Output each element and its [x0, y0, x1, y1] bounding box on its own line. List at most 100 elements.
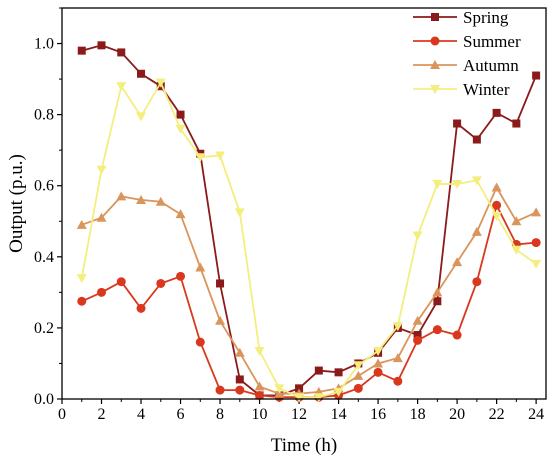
- y-tick-label: 0.4: [34, 249, 54, 266]
- data-point-autumn: [195, 262, 206, 272]
- legend-marker: [430, 85, 440, 94]
- legend-label: Autumn: [463, 56, 519, 75]
- data-point-autumn: [511, 216, 522, 226]
- legend-item-summer: Summer: [413, 32, 521, 51]
- data-point-autumn: [471, 226, 482, 236]
- data-point-winter: [136, 112, 147, 122]
- data-point-summer: [492, 200, 502, 210]
- plot-border: [61, 7, 547, 400]
- data-point-winter: [531, 259, 542, 269]
- data-point-spring: [295, 384, 304, 393]
- data-point-winter: [96, 165, 107, 175]
- data-point-spring: [97, 41, 106, 50]
- data-point-summer: [97, 287, 107, 297]
- data-point-autumn: [96, 212, 107, 222]
- y-tick-label: 0.0: [34, 391, 54, 408]
- legend-label: Spring: [463, 8, 509, 27]
- data-point-autumn: [155, 196, 166, 206]
- data-point-autumn: [353, 370, 364, 380]
- x-tick-label: 0: [58, 406, 66, 423]
- data-point-spring: [334, 368, 343, 377]
- data-point-autumn: [432, 287, 443, 297]
- x-tick-label: 10: [252, 406, 268, 423]
- data-point-spring: [176, 110, 185, 119]
- data-point-winter: [373, 347, 384, 357]
- data-point-spring: [216, 279, 225, 288]
- data-point-autumn: [392, 353, 403, 363]
- x-axis-title: Time (h): [271, 435, 337, 456]
- x-tick-label: 16: [370, 406, 386, 423]
- data-point-autumn: [116, 191, 127, 201]
- data-point-winter: [412, 231, 423, 241]
- data-point-spring: [314, 366, 323, 375]
- x-tick-label: 24: [528, 406, 544, 423]
- x-tick-label: 18: [410, 406, 426, 423]
- data-point-spring: [235, 375, 244, 384]
- legend-item-winter: Winter: [413, 80, 510, 99]
- data-point-summer: [235, 385, 245, 395]
- data-point-spring: [413, 331, 422, 340]
- data-point-spring: [532, 71, 541, 80]
- y-tick-label: 0.8: [34, 107, 54, 124]
- data-point-autumn: [76, 219, 87, 229]
- data-point-summer: [215, 385, 225, 395]
- legend-marker: [430, 60, 440, 69]
- data-point-autumn: [215, 315, 226, 325]
- data-point-autumn: [373, 358, 384, 368]
- data-point-summer: [353, 383, 363, 393]
- x-tick-label: 2: [98, 406, 106, 423]
- data-point-winter: [215, 151, 226, 161]
- data-point-spring: [512, 119, 521, 128]
- data-point-winter: [452, 179, 463, 189]
- data-point-summer: [373, 367, 383, 377]
- data-point-summer: [195, 337, 205, 347]
- data-point-autumn: [136, 194, 147, 204]
- data-point-winter: [333, 387, 344, 397]
- data-point-winter: [471, 176, 482, 186]
- data-point-summer: [176, 271, 186, 281]
- data-point-summer: [136, 303, 146, 313]
- data-point-winter: [175, 124, 186, 134]
- data-point-winter: [234, 208, 245, 218]
- legend-label: Summer: [463, 32, 521, 51]
- x-tick-label: 14: [331, 406, 347, 423]
- data-point-autumn: [531, 207, 542, 217]
- data-point-spring: [137, 69, 146, 78]
- data-point-winter: [76, 274, 87, 284]
- legend-item-spring: Spring: [413, 8, 509, 27]
- data-point-summer: [156, 278, 166, 288]
- data-point-autumn: [234, 347, 245, 357]
- data-point-spring: [453, 119, 462, 128]
- data-point-winter: [195, 153, 206, 163]
- y-tick-label: 0.2: [34, 320, 54, 337]
- legend-label: Winter: [463, 80, 510, 99]
- data-point-spring: [433, 297, 442, 306]
- y-tick-label: 0.6: [34, 178, 54, 195]
- data-point-summer: [452, 330, 462, 340]
- data-point-winter: [511, 245, 522, 255]
- series-line-autumn: [81, 185, 537, 395]
- legend-marker: [431, 13, 439, 21]
- data-point-autumn: [412, 315, 423, 325]
- series-layer: [76, 41, 542, 403]
- data-point-autumn: [491, 182, 502, 192]
- axes: 0 2 4 6 8 10 12 14 16 18 20 22 240.00.20.40.60.81.0T…: [6, 7, 544, 456]
- data-point-summer: [413, 335, 423, 345]
- x-tick-label: 12: [291, 406, 307, 423]
- data-point-autumn: [175, 209, 186, 219]
- data-point-summer: [116, 277, 126, 287]
- plot-frame: [61, 7, 547, 400]
- data-point-winter: [254, 347, 265, 357]
- data-point-winter: [392, 322, 403, 332]
- x-tick-label: 6: [177, 406, 185, 423]
- data-point-winter: [274, 384, 285, 394]
- legend-item-autumn: Autumn: [413, 56, 519, 75]
- series-line-winter: [80, 80, 537, 399]
- series-summer: [77, 200, 541, 402]
- data-point-autumn: [452, 257, 463, 267]
- data-point-winter: [353, 361, 364, 371]
- data-point-spring: [117, 48, 126, 57]
- data-point-winter: [491, 211, 502, 221]
- legend-marker: [430, 36, 440, 46]
